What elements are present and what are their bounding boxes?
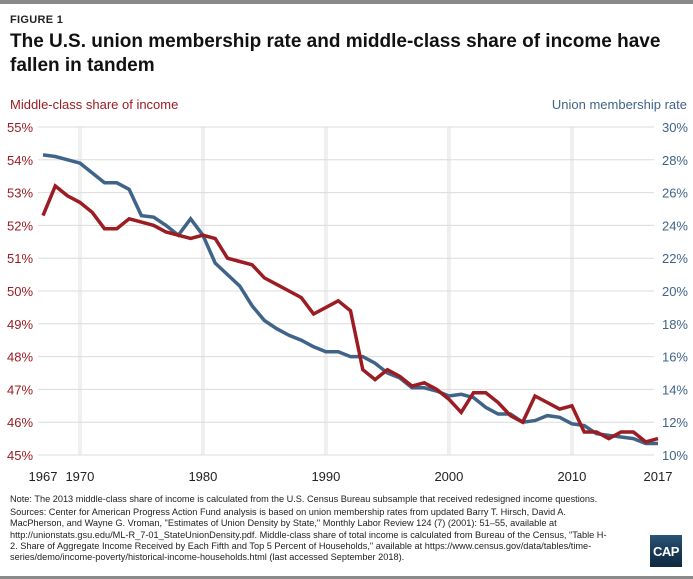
left-tick-label: 54% <box>7 153 33 168</box>
horizontal-gridlines <box>38 126 654 456</box>
left-tick-label: 49% <box>7 317 33 332</box>
left-axis-ticks: 55% 54% 53% 52% 51% 50% 49% 48% 47% 46% 45% <box>7 120 33 463</box>
left-tick-label: 50% <box>7 284 33 299</box>
left-tick-label: 46% <box>7 415 33 430</box>
right-tick-label: 20% <box>662 284 688 299</box>
left-tick-label: 51% <box>7 251 33 266</box>
right-tick-label: 18% <box>662 317 688 332</box>
note-text: Note: The 2013 middle-class share of inc… <box>10 494 598 504</box>
x-tick-label: 2000 <box>434 469 463 484</box>
right-tick-label: 22% <box>662 251 688 266</box>
x-axis-ticks: 1967 1970 1980 1990 2000 2010 2017 <box>29 469 673 484</box>
union-rate-line <box>42 153 658 446</box>
figure-label: FIGURE 1 <box>10 14 64 26</box>
right-tick-label: 14% <box>662 382 688 397</box>
sources-text: Sources: Center for American Progress Ac… <box>10 507 607 563</box>
bottom-rule <box>0 576 693 579</box>
income-share-line <box>41 183 659 444</box>
left-tick-label: 52% <box>7 218 33 233</box>
right-tick-label: 26% <box>662 186 688 201</box>
left-tick-label: 45% <box>7 448 33 463</box>
x-tick-label: 1970 <box>65 469 94 484</box>
right-tick-label: 10% <box>662 448 688 463</box>
chart: 55% 54% 53% 52% 51% 50% 49% 48% 47% 46% 45% 30% 28%… <box>7 120 688 484</box>
x-tick-label: 1990 <box>311 469 340 484</box>
right-tick-label: 28% <box>662 153 688 168</box>
x-tick-label: 2010 <box>557 469 586 484</box>
right-tick-label: 30% <box>662 120 688 135</box>
right-axis-ticks: 30% 28% 26% 24% 22% 20% 18% 16% 14% 12% 10% <box>662 120 688 463</box>
notes: Note: The 2013 middle-class share of inc… <box>10 494 610 565</box>
x-tick-label: 1967 <box>29 469 58 484</box>
right-tick-label: 24% <box>662 218 688 233</box>
left-axis-label: Middle-class share of income <box>10 97 179 112</box>
right-tick-label: 16% <box>662 350 688 365</box>
x-tick-label: 2017 <box>644 469 673 484</box>
x-tick-label: 1980 <box>188 469 217 484</box>
left-tick-label: 47% <box>7 382 33 397</box>
left-tick-label: 48% <box>7 350 33 365</box>
series-lines <box>41 153 659 446</box>
right-axis-label: Union membership rate <box>551 97 687 112</box>
top-rule <box>0 0 693 4</box>
left-tick-label: 53% <box>7 186 33 201</box>
cap-logo: CAP <box>650 535 682 567</box>
left-tick-label: 55% <box>7 120 33 135</box>
right-tick-label: 12% <box>662 415 688 430</box>
chart-title: The U.S. union membership rate and middl… <box>10 31 661 76</box>
